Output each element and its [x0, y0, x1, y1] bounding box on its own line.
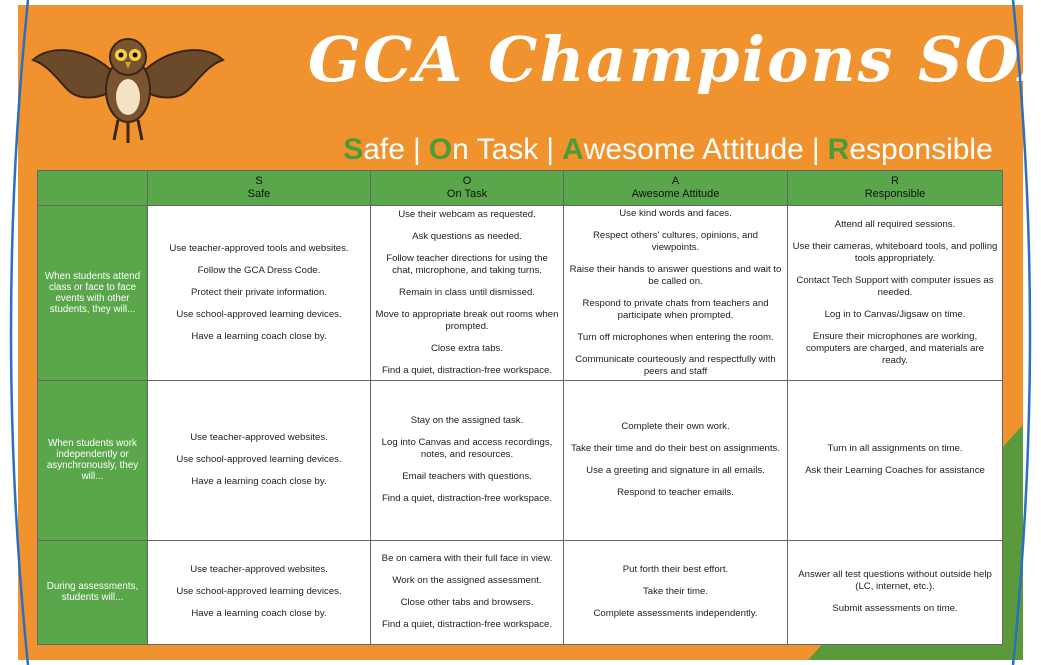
column-header: O On Task: [370, 170, 564, 206]
cell-item: Take their time and do their best on ass…: [570, 443, 781, 455]
cell-item: Contact Tech Support with computer issue…: [796, 274, 994, 298]
column-letter: R: [891, 174, 899, 187]
table-cell: Attend all required sessions. Use their c…: [787, 205, 1003, 381]
table-cell: Complete their own work. Take their time …: [563, 379, 788, 541]
subtitle-separator: |: [546, 133, 555, 166]
cell-item: Use teacher-approved websites.: [190, 432, 328, 444]
cell-item: Use kind words and faces.: [619, 208, 732, 219]
subtitle-word: n Task: [452, 133, 539, 166]
column-name: Responsible: [864, 188, 926, 200]
table-row: When students attend class or face to fa…: [37, 205, 1003, 381]
cell-item: Complete their own work.: [621, 421, 730, 433]
subtitle: Safe | On Task | Awesome Attitude | Responsibl…: [308, 133, 1023, 167]
cell-item: Submit assessments on time.: [832, 603, 958, 615]
cell-item: Find a quiet, distraction-free workspace…: [381, 619, 553, 631]
table-cell: Use teacher-approved tools and websites.…: [147, 205, 371, 381]
title: GCA Champions SOAR: [308, 23, 1023, 96]
cell-item: Raise their hands to answer questions an…: [569, 263, 782, 287]
column-letter: S: [255, 174, 263, 187]
cell-item: Log in to Canvas/Jigsaw on time.: [824, 308, 966, 320]
table-cell: Be on camera with their full face in vie…: [370, 539, 564, 645]
cell-item: Protect their private information.: [191, 286, 327, 298]
cell-item: Find a quiet, distraction-free workspace…: [381, 364, 553, 376]
cell-item: Use school-approved learning devices.: [176, 586, 342, 598]
table-cell: Put forth their best effort. Take their t…: [563, 539, 788, 645]
cell-item: Turn off microphones when entering the r…: [577, 331, 774, 343]
subtitle-word: esponsible: [849, 133, 993, 166]
subtitle-separator: |: [811, 133, 820, 166]
table-cell: Use teacher-approved websites. Use school…: [147, 539, 371, 645]
cell-item: Take their time.: [642, 586, 709, 598]
cell-item: Work on the assigned assessment.: [392, 575, 542, 587]
cell-item: Close other tabs and browsers.: [400, 597, 534, 609]
cell-item: Use a greeting and signature in all emai…: [586, 465, 765, 477]
cell-item: Find a quiet, distraction-free workspace…: [381, 493, 553, 505]
cell-item: Follow teacher directions for using the …: [386, 252, 548, 276]
cell-item: Respond to private chats from teachers a…: [582, 297, 769, 321]
cell-item: Have a learning coach close by.: [191, 476, 327, 488]
soar-table: S Safe O On Task A Awesome Attitude R Responsib…: [37, 170, 1003, 645]
subtitle-initial: O: [428, 133, 453, 166]
column-header: R Responsible: [787, 170, 1003, 206]
table-cell: Use their webcam as requested. Ask questi…: [370, 205, 564, 381]
cell-item: Use teacher-approved tools and websites.: [169, 242, 349, 254]
cell-item: Communicate courteously and respectfully…: [575, 353, 776, 377]
cell-item: Answer all test questions without outsid…: [798, 569, 992, 593]
corner-cell: [37, 170, 148, 206]
column-name: Awesome Attitude: [631, 188, 720, 200]
cell-item: Follow the GCA Dress Code.: [197, 264, 321, 276]
cell-item: Email teachers with questions.: [402, 471, 532, 483]
cell-item: Close extra tabs.: [431, 342, 503, 354]
owl-logo: [31, 38, 225, 143]
cell-item: Ask questions as needed.: [412, 230, 522, 242]
table-row: During assessments, students will... Use …: [37, 539, 1003, 645]
cell-item: Complete assessments independently.: [593, 608, 758, 620]
table-cell: Stay on the assigned task. Log into Canva…: [370, 379, 564, 541]
column-header: S Safe: [147, 170, 371, 206]
subtitle-word: wesome Attitude: [583, 133, 804, 166]
table-cell: Use teacher-approved websites. Use school…: [147, 379, 371, 541]
table-row: When students work independently or asyn…: [37, 379, 1003, 541]
cell-item: Use their webcam as requested.: [398, 208, 536, 220]
cell-item: Use school-approved learning devices.: [176, 454, 342, 466]
subtitle-word: afe: [363, 133, 405, 166]
cell-item: Have a learning coach close by.: [191, 608, 327, 620]
header-row: S Safe O On Task A Awesome Attitude R Responsib…: [37, 170, 1003, 206]
column-name: Safe: [247, 188, 271, 200]
column-name: On Task: [446, 188, 488, 200]
cell-item: Turn in all assignments on time.: [827, 443, 963, 455]
cell-item: Move to appropriate break out rooms when…: [375, 308, 559, 332]
cell-item: Log into Canvas and access recordings, n…: [381, 437, 553, 461]
cell-item: Respond to teacher emails.: [617, 487, 734, 499]
cell-item: Remain in class until dismissed.: [399, 286, 535, 298]
cell-item: Stay on the assigned task.: [410, 415, 524, 427]
row-header: When students attend class or face to fa…: [37, 205, 148, 381]
row-header: During assessments, students will...: [37, 539, 148, 645]
cell-item: Attend all required sessions.: [834, 218, 956, 230]
column-letter: A: [671, 174, 680, 187]
cell-item: Use teacher-approved websites.: [190, 564, 328, 576]
subtitle-separator: |: [412, 133, 421, 166]
column-letter: O: [462, 174, 472, 187]
cell-item: Respect others' cultures, opinions, and …: [592, 229, 759, 253]
subtitle-initial: R: [827, 133, 850, 166]
cell-item: Use school-approved learning devices.: [176, 308, 342, 320]
cell-item: Ask their Learning Coaches for assistanc…: [805, 465, 985, 477]
cell-item: Use their cameras, whiteboard tools, and…: [792, 240, 998, 264]
table-cell: Answer all test questions without outsid…: [787, 539, 1003, 645]
row-header: When students work independently or asyn…: [37, 379, 148, 541]
subtitle-initial: A: [562, 133, 584, 166]
table-cell: Use kind words and faces. Respect others'…: [563, 205, 788, 381]
cell-item: Ensure their microphones are working, co…: [805, 330, 985, 366]
subtitle-initial: S: [343, 133, 364, 166]
table-cell: Turn in all assignments on time. Ask thei…: [787, 379, 1003, 541]
column-header: A Awesome Attitude: [563, 170, 788, 206]
cell-item: Be on camera with their full face in vie…: [381, 553, 553, 565]
cell-item: Put forth their best effort.: [622, 564, 729, 576]
cell-item: Have a learning coach close by.: [191, 330, 327, 342]
